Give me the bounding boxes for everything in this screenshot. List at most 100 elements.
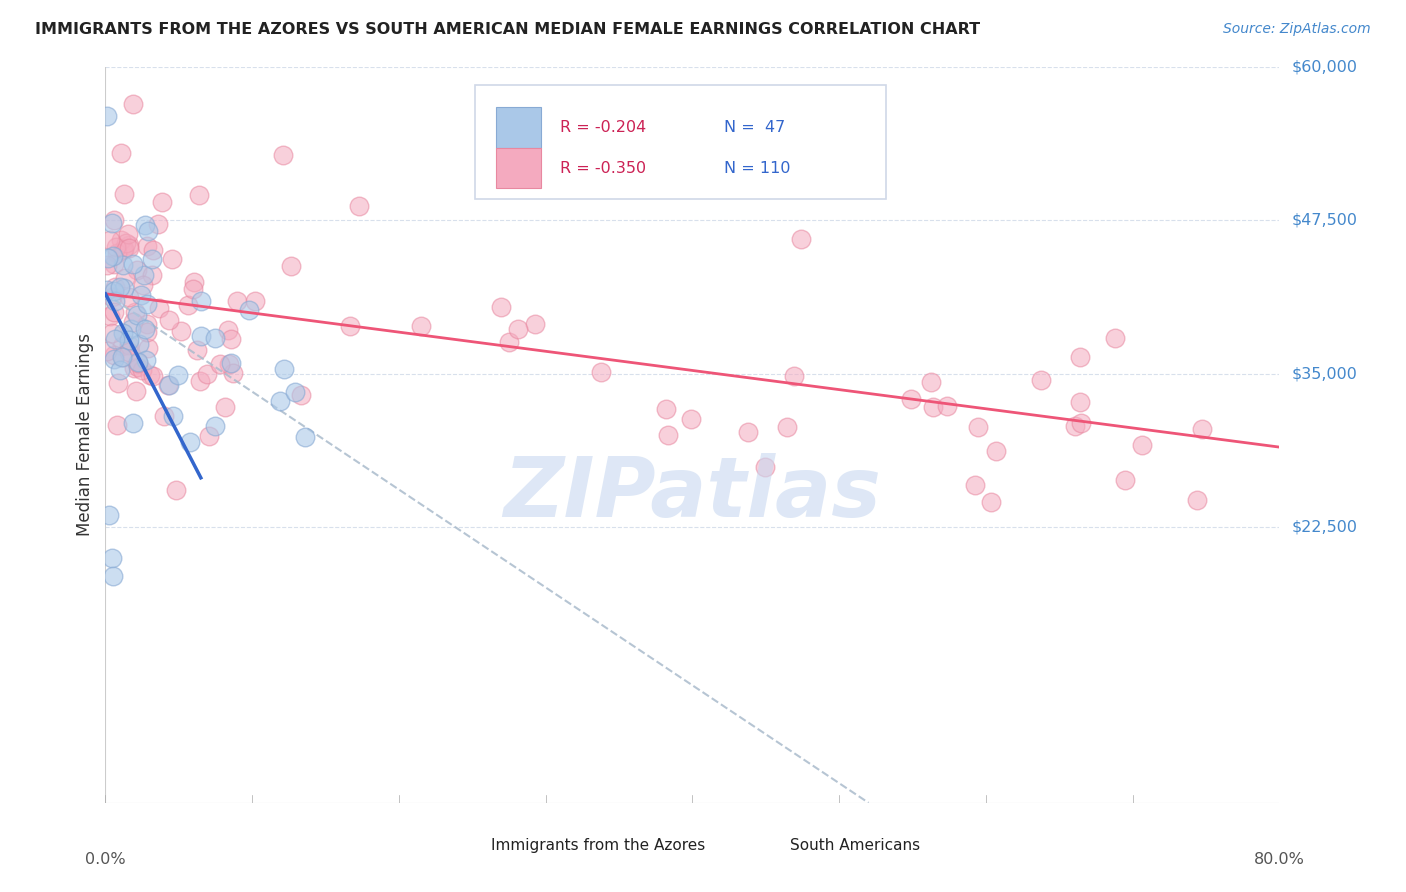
Text: $22,500: $22,500 [1291,519,1357,534]
Point [269,393,291,408]
Point [127,356,149,370]
Point [271,148,294,162]
Point [170,324,193,338]
Point [347,199,370,213]
Point [790,232,813,246]
Point [245,293,267,308]
Point [107,376,129,390]
Point [139,368,162,382]
Point [177,298,200,312]
Point [118,237,141,252]
FancyBboxPatch shape [475,86,886,200]
Point [124,305,146,319]
Point [110,233,132,247]
Point [98,233,121,247]
Point [97,508,120,522]
Point [1064,419,1087,434]
Point [157,378,180,392]
Point [142,368,165,383]
Point [222,366,245,380]
Point [920,375,942,389]
Point [96,258,118,272]
Point [209,357,232,371]
Point [219,332,242,346]
Bar [496,148,541,188]
Point [101,326,124,340]
Text: $35,000: $35,000 [1291,366,1357,381]
Text: $47,500: $47,500 [1291,212,1357,227]
Point [655,402,678,417]
Point [127,355,149,369]
Point [117,345,139,359]
Point [128,337,150,351]
Point [162,409,184,423]
Point [523,318,546,332]
Point [198,428,221,442]
Point [111,326,134,340]
Point [491,300,513,314]
Point [238,303,260,318]
Point [190,293,212,308]
Point [112,281,135,295]
Point [1104,331,1126,345]
Point [219,356,242,370]
Bar [745,830,780,860]
Point [1191,422,1213,436]
Text: Source: ZipAtlas.com: Source: ZipAtlas.com [1223,22,1371,37]
Point [103,284,125,298]
Point [121,322,143,336]
Point [195,368,218,382]
Point [122,315,145,329]
Point [142,243,165,257]
Point [134,218,156,232]
Point [135,239,157,253]
Point [114,271,136,285]
Bar [446,830,481,860]
Point [186,343,208,358]
Point [136,341,159,355]
Point [339,319,361,334]
Point [115,235,138,250]
Point [657,427,679,442]
Point [108,280,131,294]
Point [108,363,131,377]
Bar [496,107,541,148]
Point [117,227,139,242]
Point [214,401,236,415]
Point [135,353,157,368]
Text: ZIPatlas: ZIPatlas [503,453,882,534]
Point [591,365,613,379]
Point [204,331,226,345]
Point [141,268,163,282]
Point [103,569,125,583]
Point [111,350,134,364]
Point [105,418,128,433]
Point [900,392,922,406]
Point [498,334,520,349]
Point [98,310,121,324]
Point [1070,416,1092,430]
Point [136,296,159,310]
Point [127,308,149,322]
Point [103,348,125,362]
Point [160,252,183,266]
Point [1069,395,1091,409]
Point [121,417,143,431]
Point [97,251,120,265]
Text: R = -0.350: R = -0.350 [560,161,645,176]
Point [96,343,118,358]
Text: R = -0.204: R = -0.204 [560,120,645,135]
Point [125,263,148,277]
Point [104,332,127,346]
Text: N = 110: N = 110 [724,161,790,176]
Point [506,322,529,336]
Point [132,277,155,292]
Point [1029,373,1052,387]
Point [218,357,240,371]
Point [156,378,179,392]
Point [121,257,143,271]
Point [181,282,204,296]
Point [984,443,1007,458]
Point [104,280,127,294]
Point [129,288,152,302]
